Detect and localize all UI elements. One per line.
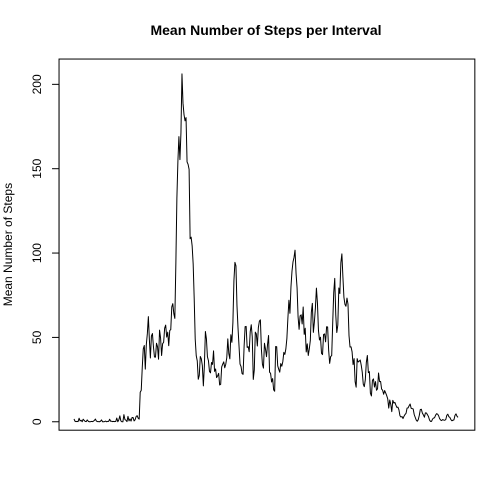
y-tick-label: 0: [30, 418, 44, 425]
y-tick-label: 150: [30, 158, 44, 178]
chart-title: Mean Number of Steps per Interval: [150, 22, 381, 38]
y-tick-label: 100: [30, 243, 44, 263]
plot-frame: [58, 58, 476, 431]
y-axis: 0 50 100 150 200: [30, 74, 60, 425]
y-tick-label: 50: [30, 330, 44, 344]
y-axis-label: Mean Number of Steps: [1, 183, 15, 306]
y-tick-label: 200: [30, 74, 44, 94]
series-layer: [73, 73, 459, 423]
series-line: [73, 73, 459, 423]
